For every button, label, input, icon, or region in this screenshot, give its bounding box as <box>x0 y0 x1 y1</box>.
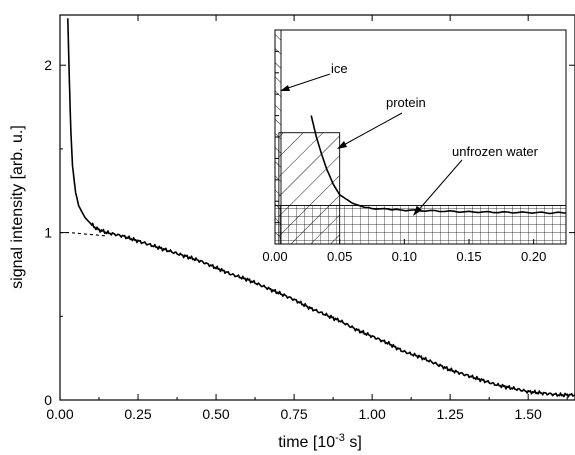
arrow-unfrozen-water <box>415 159 463 214</box>
arrowhead-unfrozen-water <box>413 206 422 216</box>
inset-x-tick-label: 0.05 <box>327 249 352 264</box>
annotation-protein: protein <box>386 95 426 110</box>
inset-curve-line <box>310 115 566 215</box>
series-extrapolation-line <box>60 232 107 237</box>
x-axis-label-exponent: -3 <box>335 432 345 444</box>
x-tick-label: 0.75 <box>280 406 307 422</box>
inset-curve <box>310 115 566 215</box>
inset: 0.00 0.05 0.10 0.15 0.20 ice protein unfroze… <box>262 29 567 264</box>
inset-x-tick-label: 0.00 <box>262 249 287 264</box>
x-tick-label: 1.25 <box>437 406 464 422</box>
arrow-ice <box>281 73 331 91</box>
inset-region-protein <box>278 132 341 245</box>
annotation-unfrozen-water: unfrozen water <box>452 144 539 159</box>
arrowhead-protein <box>337 141 347 149</box>
inset-ticks: 0.00 0.05 0.10 0.15 0.20 <box>262 50 546 264</box>
arrowhead-ice <box>280 85 290 91</box>
y-axis-label: signal intensity [arb. u.] <box>9 125 26 289</box>
x-axis-label-base: time [10 <box>278 434 335 451</box>
x-tick-label: 1.50 <box>515 406 542 422</box>
x-tick-label: 0.00 <box>46 406 73 422</box>
x-tick-label: 0.50 <box>202 406 229 422</box>
y-tick-label: 2 <box>44 57 52 73</box>
x-tick-label: 1.00 <box>358 406 385 422</box>
inset-x-tick-label: 0.10 <box>392 249 417 264</box>
main-series <box>60 18 575 398</box>
series-signal-line <box>67 18 575 398</box>
arrow-protein <box>339 112 403 148</box>
inset-x-tick-label: 0.20 <box>521 249 546 264</box>
x-tick-label: 0.25 <box>124 406 151 422</box>
inset-frame <box>274 29 567 245</box>
main-ticks: 0.00 0.25 0.50 0.75 1.00 1.25 1.50 0 1 2 <box>44 15 575 422</box>
x-axis-label: time [10-3 s] <box>278 432 362 451</box>
y-tick-label: 0 <box>44 392 52 408</box>
plot-frame <box>59 14 575 401</box>
inset-x-tick-label: 0.15 <box>456 249 481 264</box>
x-axis-label-tail: s] <box>345 434 362 451</box>
y-tick-label: 1 <box>44 225 52 241</box>
annotation-ice: ice <box>331 61 348 76</box>
